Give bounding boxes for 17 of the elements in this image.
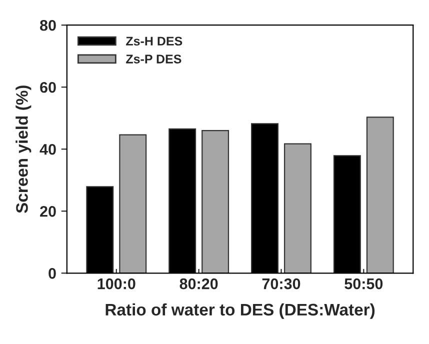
x-tick-label: 100:0 (98, 278, 136, 290)
y-tick-label: 40 (40, 144, 56, 155)
bar (119, 134, 147, 274)
bar (202, 130, 230, 274)
bar (284, 143, 312, 274)
y-tick-label: 60 (40, 82, 56, 93)
bar (366, 116, 394, 274)
y-tick-label: 80 (40, 20, 56, 31)
x-tick-label: 70:30 (262, 278, 300, 290)
x-axis-title: Ratio of water to DES (DES:Water) (106, 303, 375, 319)
legend-label: Zs-P DES (126, 54, 182, 64)
x-tick-label: 50:50 (344, 278, 383, 290)
legend-label: Zs-H DES (126, 36, 182, 46)
y-tick-label: 0 (48, 268, 56, 279)
y-tick-label: 20 (40, 206, 56, 217)
x-tick-label: 80:20 (180, 278, 218, 290)
y-axis-title: Screen yield (%) (16, 86, 32, 214)
